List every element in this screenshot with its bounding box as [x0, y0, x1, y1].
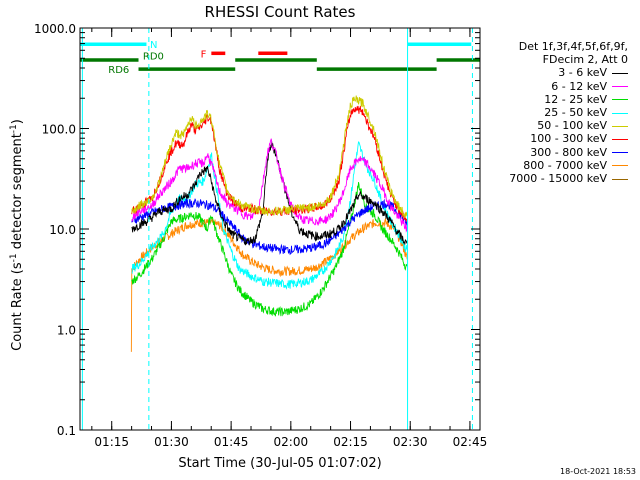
flag-layer: N F RD0 RD6 [80, 40, 480, 76]
legend-text: 50 - 100 keV [537, 119, 607, 133]
legend-text: 7000 - 15000 keV [509, 172, 607, 185]
y-tick-label-1: 1.0 [57, 324, 76, 338]
series-line-1 [131, 182, 408, 317]
vertical-line-layer [81, 28, 473, 430]
legend-swatch [612, 86, 628, 88]
x-tick-label-0: 01:15 [94, 435, 129, 449]
x-tick-label-3: 02:00 [274, 435, 309, 449]
series-layer [130, 95, 408, 352]
y-axis-label-rest: detector segment [10, 133, 25, 253]
flag-label-3: RD6 [108, 65, 129, 76]
y-axis-label-sup: -1 [9, 253, 19, 262]
legend-text: Det 1f,3f,4f,5f,6f,9f, [518, 40, 628, 53]
y-tick-label-2: 10.0 [49, 223, 76, 237]
series-line-0 [130, 217, 408, 352]
legend-entry: 100 - 300 keV [530, 132, 628, 145]
y-tick-label-4: 1000.0 [34, 22, 76, 36]
series-line-4 [131, 141, 408, 246]
x-tick-label-4: 02:15 [333, 435, 368, 449]
legend-swatch [612, 112, 628, 114]
legend-swatch [612, 72, 628, 74]
y-axis-label: Count Rate (s-1 detector segment-1) [9, 119, 25, 351]
plot-frame [79, 27, 481, 431]
legend-swatch [612, 178, 628, 180]
y-axis-label-sup-2: -1 [9, 124, 19, 133]
legend-entry: 3 - 6 keV [558, 66, 628, 79]
legend-entry: 7000 - 15000 keV [509, 172, 628, 185]
y-axis-label-close: ) [10, 119, 25, 124]
legend-header: Det 1f,3f,4f,5f,6f,9f, [519, 40, 628, 53]
legend-entry: 6 - 12 keV [551, 80, 628, 93]
x-axis-label: Start Time (30-Jul-05 01:07:02) [178, 456, 381, 471]
y-tick-label-0: 0.1 [57, 424, 76, 438]
x-tick-label-5: 02:30 [393, 435, 428, 449]
legend-text: 100 - 300 keV [530, 132, 607, 146]
y-axis-label-main: Count Rate (s [10, 262, 25, 351]
legend-text: 12 - 25 keV [544, 92, 607, 106]
legend-text: FDecim 2, Att 0 [542, 53, 628, 67]
legend-entry: 50 - 100 keV [537, 119, 628, 132]
series-line-7 [131, 95, 408, 218]
legend-entry: 300 - 800 keV [530, 146, 628, 159]
legend-text: 6 - 12 keV [551, 79, 607, 93]
legend-entry: 800 - 7000 keV [523, 159, 628, 172]
series-line-5 [131, 138, 408, 233]
x-tick-label-2: 01:45 [214, 435, 249, 449]
legend-text: 800 - 7000 keV [523, 158, 607, 172]
y-tick-label-3: 100.0 [42, 123, 76, 137]
legend-text: 25 - 50 keV [544, 106, 607, 119]
flag-label-0: N [150, 40, 157, 51]
x-tick-label-1: 01:30 [154, 435, 189, 449]
legend-swatch [612, 138, 628, 140]
flag-label-1: F [201, 49, 207, 60]
legend-entry: 25 - 50 keV [544, 106, 628, 119]
legend-entry: 12 - 25 keV [544, 93, 628, 106]
legend-swatch [612, 99, 628, 101]
chart-title: RHESSI Count Rates [205, 3, 356, 21]
legend-swatch [612, 165, 628, 167]
x-tick-label-6: 02:45 [453, 435, 488, 449]
legend-header: FDecim 2, Att 0 [543, 53, 628, 66]
legend-text: 300 - 800 keV [530, 145, 607, 159]
footer-timestamp: 18-Oct-2021 18:53 [560, 467, 636, 476]
legend-text: 3 - 6 keV [558, 66, 607, 80]
flag-label-2: RD0 [143, 52, 164, 63]
legend-swatch [612, 152, 628, 154]
legend-swatch [612, 125, 628, 127]
tick-layer: 01:15 01:30 01:45 02:00 02:15 02:30 02:45 0.1 1.… [34, 22, 487, 449]
